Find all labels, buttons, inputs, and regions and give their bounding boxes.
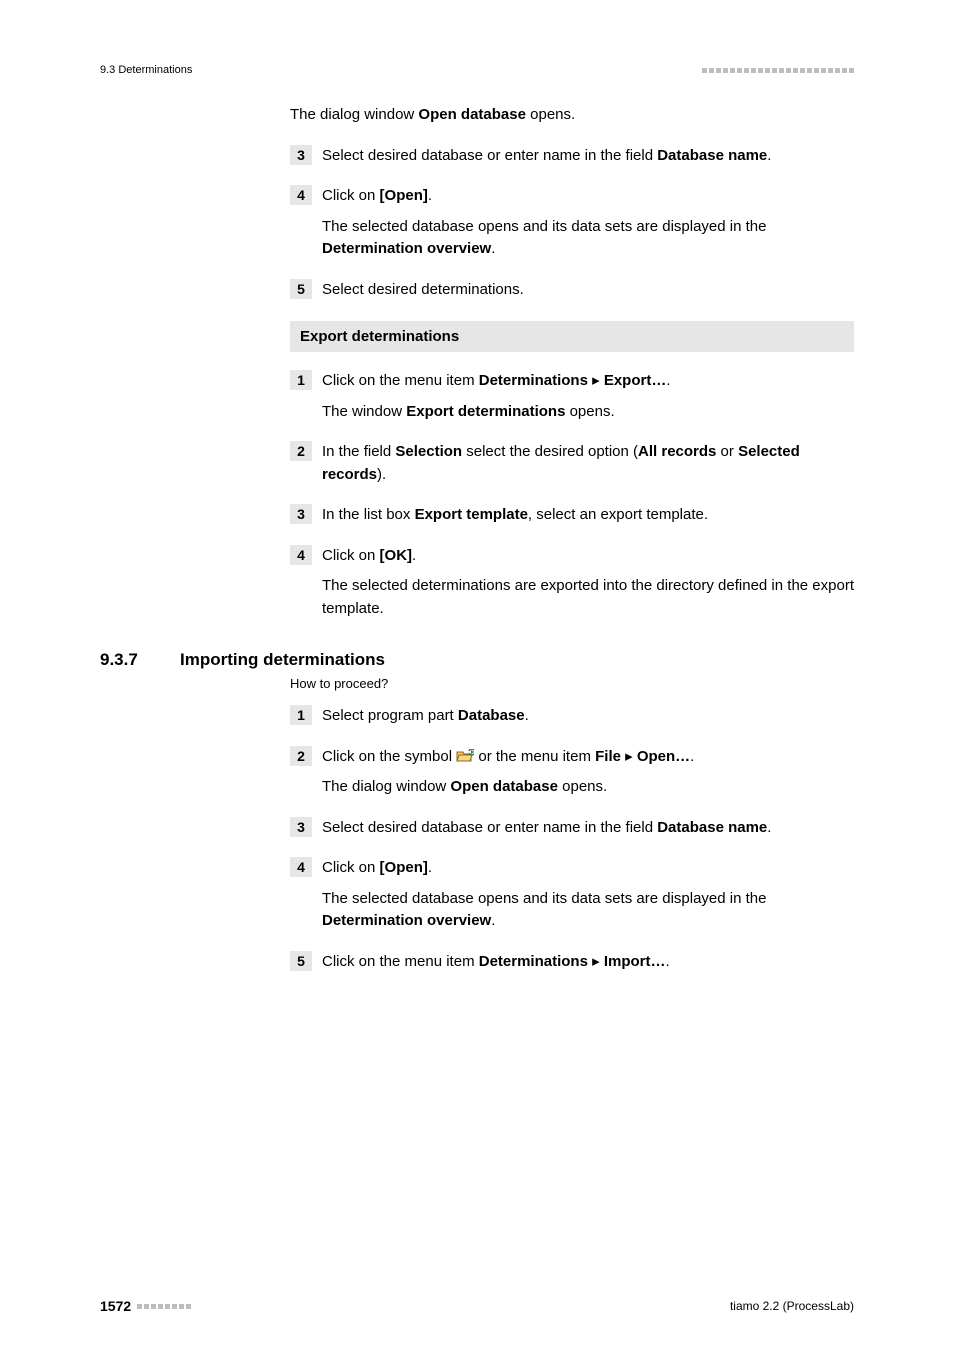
step-number: 1 (290, 705, 312, 725)
step-4-line2: The selected database opens and its data… (322, 216, 854, 261)
export-step-4-line1: Click on [OK]. (322, 545, 854, 568)
step-3-text: Select desired database or enter name in… (322, 145, 854, 168)
import-step-1: 1 Select program part Database. (290, 705, 854, 728)
step-3: 3 Select desired database or enter name … (290, 145, 854, 168)
page-header: 9.3 Determinations (100, 64, 854, 76)
step-number: 3 (290, 817, 312, 837)
export-step-1-line1: Click on the menu item Determinations ▸ … (322, 370, 854, 393)
step-number: 1 (290, 370, 312, 390)
page-footer: 1572 tiamo 2.2 (ProcessLab) (100, 1298, 854, 1314)
export-step-4: 4 Click on [OK]. The selected determinat… (290, 545, 854, 621)
footer-ornament (137, 1304, 191, 1309)
intro-line: The dialog window Open database opens. (290, 104, 854, 127)
export-section-bar: Export determinations (290, 321, 854, 352)
footer-product: tiamo 2.2 (ProcessLab) (730, 1299, 854, 1313)
step-4-line1: Click on [Open]. (322, 185, 854, 208)
export-step-2-text: In the field Selection select the desire… (322, 441, 854, 486)
subheading-title: Importing determinations (180, 650, 385, 670)
export-step-2: 2 In the field Selection select the desi… (290, 441, 854, 486)
step-number: 3 (290, 504, 312, 524)
footer-page-number: 1572 (100, 1298, 191, 1314)
import-step-5-text: Click on the menu item Determinations ▸ … (322, 951, 854, 974)
step-5-text: Select desired determinations. (322, 279, 854, 302)
subheading-howto: How to proceed? (290, 676, 854, 691)
step-number: 4 (290, 185, 312, 205)
import-step-2: 2 Click on the symbol or the menu item F… (290, 746, 854, 799)
subheading-number: 9.3.7 (100, 650, 180, 670)
export-step-4-line2: The selected determinations are exported… (322, 575, 854, 620)
export-step-3-text: In the list box Export template, select … (322, 504, 854, 527)
import-step-3: 3 Select desired database or enter name … (290, 817, 854, 840)
import-step-4-line1: Click on [Open]. (322, 857, 854, 880)
import-step-3-text: Select desired database or enter name in… (322, 817, 854, 840)
step-number: 5 (290, 951, 312, 971)
step-number: 5 (290, 279, 312, 299)
step-number: 4 (290, 545, 312, 565)
import-step-2-line1: Click on the symbol or the menu item Fil… (322, 746, 854, 769)
step-number: 2 (290, 746, 312, 766)
export-step-1-line2: The window Export determinations opens. (322, 401, 854, 424)
import-step-4: 4 Click on [Open]. The selected database… (290, 857, 854, 933)
intro-bold: Open database (418, 106, 526, 123)
import-step-1-text: Select program part Database. (322, 705, 854, 728)
import-step-5: 5 Click on the menu item Determinations … (290, 951, 854, 974)
header-section-path: 9.3 Determinations (100, 64, 192, 76)
step-number: 2 (290, 441, 312, 461)
import-step-2-line2: The dialog window Open database opens. (322, 776, 854, 799)
import-step-4-line2: The selected database opens and its data… (322, 888, 854, 933)
export-step-1: 1 Click on the menu item Determinations … (290, 370, 854, 423)
export-step-3: 3 In the list box Export template, selec… (290, 504, 854, 527)
intro-post: opens. (526, 106, 575, 123)
step-number: 3 (290, 145, 312, 165)
intro-pre: The dialog window (290, 106, 418, 123)
open-folder-icon (456, 749, 474, 763)
header-ornament (702, 68, 854, 73)
step-5: 5 Select desired determinations. (290, 279, 854, 302)
step-number: 4 (290, 857, 312, 877)
step-4: 4 Click on [Open]. The selected database… (290, 185, 854, 261)
subheading: 9.3.7 Importing determinations (100, 650, 854, 670)
